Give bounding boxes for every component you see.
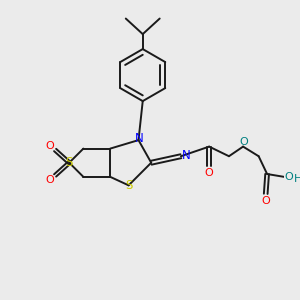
Text: H: H xyxy=(293,174,300,184)
Text: N: N xyxy=(182,149,190,162)
Text: S: S xyxy=(125,179,132,192)
Text: O: O xyxy=(205,169,214,178)
Text: O: O xyxy=(285,172,293,182)
Text: O: O xyxy=(261,196,270,206)
Text: S: S xyxy=(65,156,73,169)
Text: O: O xyxy=(46,175,54,185)
Text: O: O xyxy=(239,136,248,146)
Text: N: N xyxy=(135,133,143,146)
Text: O: O xyxy=(46,141,54,151)
